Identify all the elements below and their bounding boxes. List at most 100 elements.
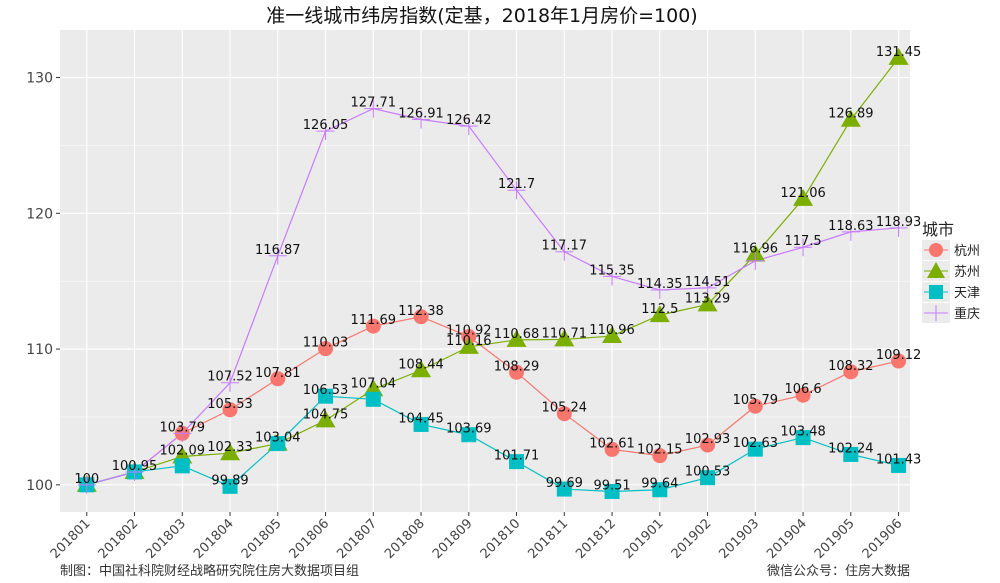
data-label: 113.29 bbox=[685, 291, 731, 306]
data-point bbox=[365, 318, 381, 334]
data-label: 110.03 bbox=[303, 336, 349, 351]
data-point bbox=[268, 246, 287, 265]
x-tick-label: 201902 bbox=[669, 516, 715, 562]
data-label: 108.44 bbox=[398, 357, 444, 372]
data-point bbox=[652, 482, 668, 498]
footer-wechat: 微信公众号：住房大数据 bbox=[766, 564, 910, 579]
data-label: 115.35 bbox=[589, 263, 635, 278]
x-tick-label: 201811 bbox=[525, 516, 571, 562]
data-label: 105.24 bbox=[542, 401, 588, 416]
x-tick-label: 201801 bbox=[48, 516, 94, 562]
legend-label: 天津 bbox=[954, 286, 980, 301]
data-point bbox=[795, 387, 811, 403]
data-point bbox=[412, 110, 431, 129]
data-label: 121.06 bbox=[780, 186, 826, 201]
data-point bbox=[889, 218, 908, 237]
data-point bbox=[509, 364, 525, 380]
data-label: 112.38 bbox=[398, 304, 444, 319]
data-label: 106.6 bbox=[784, 382, 821, 397]
data-labels: 100100.95103.79105.53107.81110.03111.691… bbox=[74, 45, 921, 494]
data-label: 103.48 bbox=[780, 425, 826, 440]
data-label: 102.24 bbox=[828, 441, 874, 456]
data-point bbox=[318, 341, 334, 357]
data-point bbox=[315, 410, 336, 428]
data-point bbox=[506, 329, 527, 347]
x-tick-label: 201802 bbox=[96, 516, 142, 562]
data-label: 117.17 bbox=[542, 239, 588, 254]
data-label: 105.79 bbox=[733, 393, 779, 408]
data-label: 103.04 bbox=[255, 431, 301, 446]
data-label: 99.69 bbox=[546, 476, 583, 491]
data-label: 99.64 bbox=[641, 477, 678, 492]
data-point bbox=[603, 267, 622, 286]
series-markers bbox=[76, 47, 909, 499]
data-label: 106.53 bbox=[303, 383, 349, 398]
data-point bbox=[747, 398, 763, 414]
data-label: 109.12 bbox=[876, 348, 922, 363]
data-point bbox=[650, 281, 669, 300]
data-point bbox=[77, 475, 96, 494]
data-label: 107.81 bbox=[255, 366, 301, 381]
data-label: 127.71 bbox=[351, 96, 397, 111]
data-point bbox=[843, 364, 859, 380]
data-point bbox=[649, 305, 670, 323]
legend-key-marker bbox=[927, 262, 945, 278]
data-label: 110.16 bbox=[446, 334, 492, 349]
y-tick-label: 130 bbox=[26, 71, 53, 87]
data-point bbox=[793, 188, 814, 206]
data-point bbox=[318, 388, 334, 404]
data-point bbox=[700, 470, 716, 486]
legend-label: 杭州 bbox=[954, 244, 980, 259]
data-point bbox=[556, 406, 572, 422]
data-point bbox=[841, 222, 860, 241]
data-point bbox=[174, 458, 190, 474]
data-point bbox=[365, 391, 381, 407]
data-point bbox=[604, 441, 620, 457]
x-tick-label: 201905 bbox=[812, 516, 858, 562]
data-point bbox=[411, 360, 432, 378]
y-axis: 100 110 120 130 bbox=[26, 71, 60, 494]
data-label: 104.75 bbox=[303, 407, 349, 422]
data-label: 110.71 bbox=[542, 326, 588, 341]
x-tick-label: 201803 bbox=[143, 516, 189, 562]
data-point bbox=[556, 481, 572, 497]
data-label: 102.15 bbox=[637, 443, 683, 458]
data-point bbox=[795, 430, 811, 446]
data-point bbox=[698, 278, 717, 297]
data-label: 112.5 bbox=[641, 302, 678, 317]
data-label: 108.29 bbox=[494, 359, 540, 374]
data-label: 110.96 bbox=[589, 323, 635, 338]
data-point bbox=[461, 329, 477, 345]
legend-key-marker bbox=[929, 285, 943, 299]
data-point bbox=[461, 427, 477, 443]
chart-title: 准一线城市纬房指数(定基，2018年1月房价=100) bbox=[266, 5, 697, 27]
data-point bbox=[270, 436, 286, 452]
data-label: 102.63 bbox=[733, 436, 779, 451]
data-label: 126.05 bbox=[303, 118, 349, 133]
x-tick-label: 201806 bbox=[287, 516, 333, 562]
data-label: 102.61 bbox=[589, 436, 635, 451]
data-point bbox=[222, 402, 238, 418]
x-tick-label: 201805 bbox=[239, 516, 285, 562]
x-tick-label: 201804 bbox=[191, 516, 237, 562]
data-point bbox=[794, 238, 813, 257]
legend-key-marker bbox=[929, 243, 943, 257]
data-label: 100.53 bbox=[685, 465, 731, 480]
data-label: 121.7 bbox=[498, 177, 535, 192]
data-point bbox=[270, 371, 286, 387]
data-point bbox=[554, 329, 575, 347]
data-point bbox=[458, 336, 479, 354]
x-tick-label: 201808 bbox=[382, 516, 428, 562]
data-label: 126.89 bbox=[828, 107, 874, 122]
data-label: 100 bbox=[74, 472, 99, 487]
data-label: 116.87 bbox=[255, 243, 301, 258]
data-label: 114.35 bbox=[637, 277, 683, 292]
data-point bbox=[747, 441, 763, 457]
x-tick-label: 201807 bbox=[334, 516, 380, 562]
data-label: 117.5 bbox=[784, 234, 821, 249]
data-label: 108.32 bbox=[828, 359, 874, 374]
data-label: 102.93 bbox=[685, 432, 731, 447]
data-point bbox=[413, 416, 429, 432]
